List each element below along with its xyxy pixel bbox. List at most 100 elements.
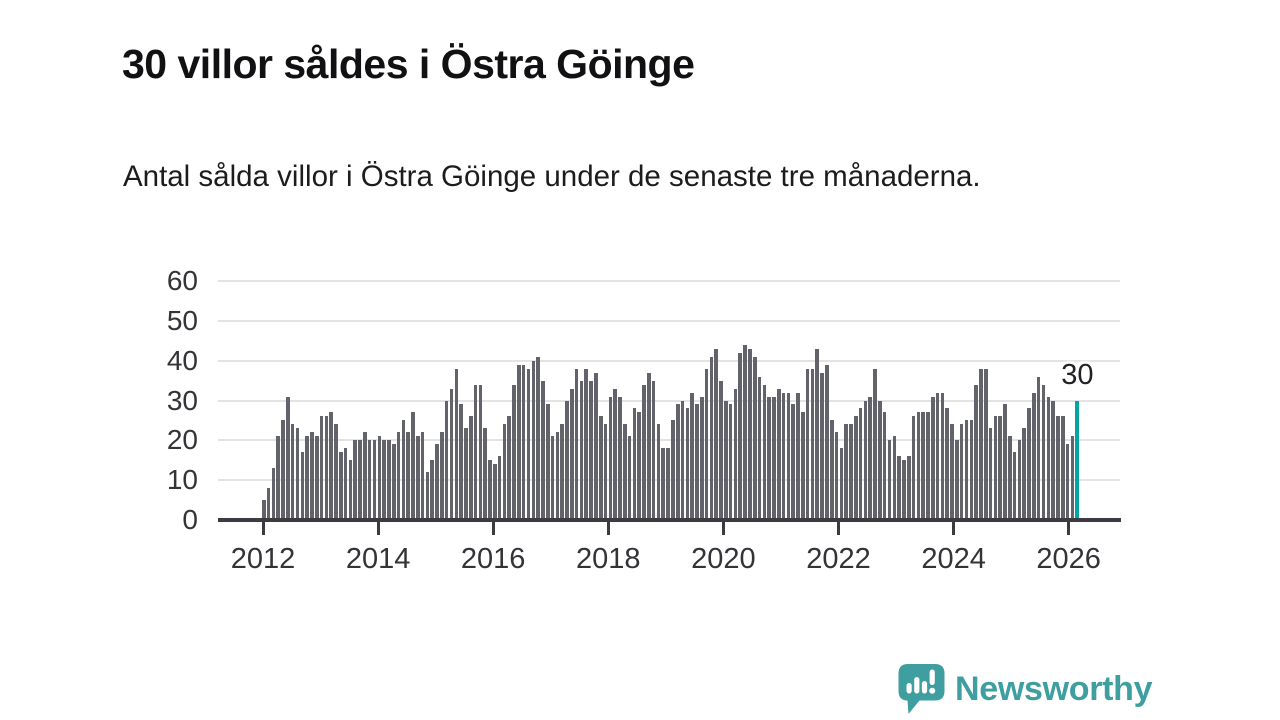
bar (1046, 396, 1051, 520)
bar (497, 456, 502, 520)
bar (594, 372, 598, 520)
y-tick-label: 0 (182, 504, 198, 535)
bar (897, 456, 901, 520)
y-tick-label: 60 (166, 265, 198, 296)
bar (420, 432, 425, 520)
x-tick-2014 (376, 522, 380, 535)
bar (483, 428, 487, 520)
bar (387, 440, 391, 520)
bar (1060, 416, 1065, 520)
bar (1027, 408, 1031, 520)
x-tick-2022 (837, 522, 840, 535)
bar (791, 404, 796, 520)
x-tick-2016 (491, 522, 495, 535)
bar (574, 368, 579, 520)
bar (377, 436, 382, 520)
bar (757, 376, 762, 520)
x-tick-label-2024: 2024 (921, 543, 986, 575)
bar (526, 368, 531, 520)
bar (887, 440, 892, 520)
bar (882, 412, 887, 520)
x-tick-label-2022: 2022 (806, 543, 871, 575)
bar (310, 432, 314, 520)
bar (671, 420, 675, 520)
bar (945, 408, 950, 520)
chart-title: 30 villor såldes i Östra Göinge (122, 41, 695, 88)
bar (367, 440, 372, 520)
bar (459, 404, 463, 520)
bar (627, 436, 632, 520)
bar (363, 432, 367, 520)
bar (1032, 392, 1036, 520)
bar (810, 368, 815, 520)
speech-bubble-bar-chart-icon (898, 664, 945, 714)
bar (680, 400, 685, 520)
gridline-y-20 (218, 439, 1120, 442)
bar (964, 420, 969, 520)
gridline-y-30 (218, 399, 1120, 402)
bar (738, 352, 743, 520)
bar (358, 440, 362, 520)
last-value-annotation: 30 (1061, 358, 1094, 391)
bar (290, 424, 295, 520)
bar (849, 424, 853, 520)
bar (324, 416, 329, 520)
bar (473, 384, 478, 520)
bar (1056, 416, 1060, 520)
bar (411, 412, 415, 520)
bar (281, 420, 285, 520)
bar (752, 356, 757, 520)
bar (545, 404, 550, 520)
bar-chart-plot-area (218, 280, 1120, 520)
bar (902, 460, 906, 520)
bar (262, 500, 266, 520)
bar (724, 400, 728, 520)
y-tick-label: 40 (166, 344, 198, 376)
bar (983, 368, 988, 520)
gridline-y-40 (218, 359, 1120, 362)
bar (1008, 436, 1012, 520)
bar (565, 400, 569, 520)
gridline-y-60 (218, 280, 1120, 282)
bar (637, 412, 641, 520)
bar (969, 420, 974, 520)
bar (266, 488, 271, 520)
bar (416, 436, 420, 520)
bar (815, 348, 820, 520)
bar (661, 448, 666, 520)
bar (449, 388, 454, 520)
bar (786, 392, 791, 520)
bar (1012, 452, 1017, 520)
x-tick-2012 (261, 522, 265, 535)
bar (772, 396, 776, 520)
x-tick-2026 (1067, 522, 1071, 535)
bar (1036, 376, 1041, 520)
bar (993, 416, 998, 520)
bar (728, 404, 733, 520)
bar (464, 428, 468, 520)
bar (853, 416, 858, 520)
bar (950, 424, 954, 520)
x-tick-label-2012: 2012 (230, 543, 296, 575)
bar (286, 396, 290, 520)
bar (1051, 400, 1055, 520)
bar (353, 440, 358, 520)
bar (656, 424, 661, 520)
x-axis-line (218, 518, 1121, 522)
bar (743, 344, 747, 520)
bar (603, 424, 608, 520)
bar (825, 364, 829, 520)
bar (1070, 436, 1075, 520)
bar (401, 420, 406, 520)
x-tick-label-2018: 2018 (576, 543, 641, 575)
bar (1065, 444, 1070, 520)
bar (955, 440, 959, 520)
bar (714, 348, 719, 520)
bar (762, 384, 767, 520)
bar (305, 436, 309, 520)
bar (642, 384, 646, 520)
bar (570, 388, 574, 520)
bar (348, 460, 353, 520)
bar (839, 448, 844, 520)
